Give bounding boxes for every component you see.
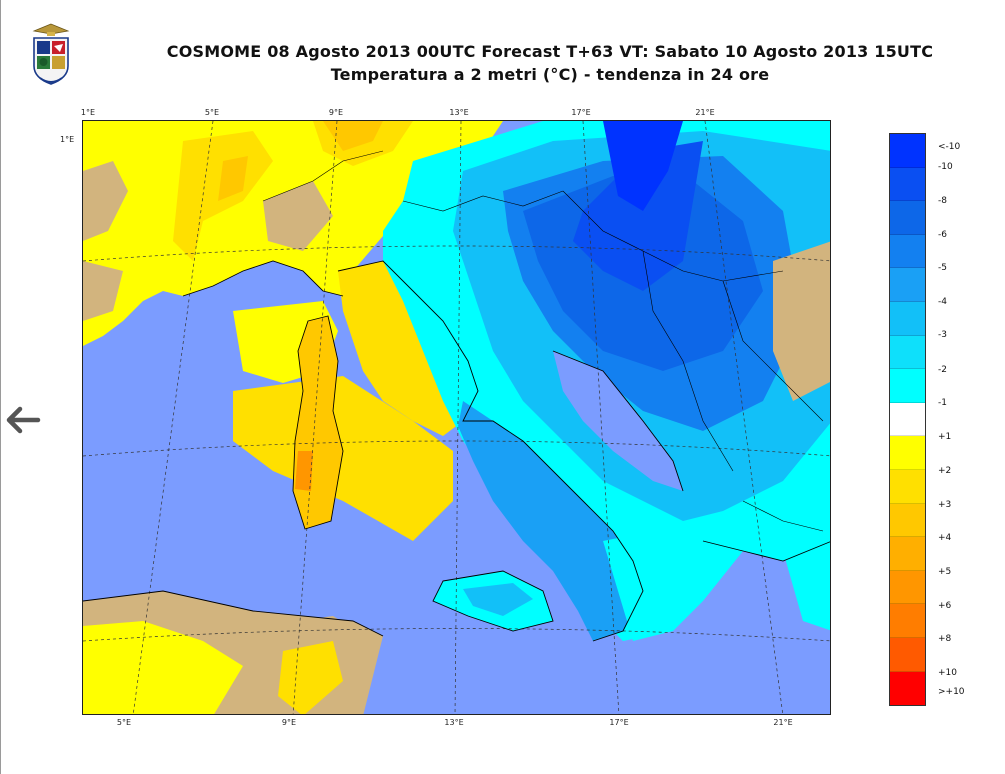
legend-label: +6 xyxy=(938,601,952,611)
legend-swatch xyxy=(890,335,925,370)
left-tick-label: 1°E xyxy=(60,135,75,144)
legend-label: -10 xyxy=(938,162,953,172)
cooling-zone-max xyxy=(603,121,683,211)
balkans-warming-patch xyxy=(773,241,830,401)
arrow-left-icon[interactable] xyxy=(4,404,42,436)
legend-label: -5 xyxy=(938,263,947,273)
land-warming-+2 xyxy=(173,121,413,261)
bottom-tick-label: 13°E xyxy=(444,718,464,727)
legend-label: -4 xyxy=(938,297,947,307)
legend-label: +2 xyxy=(938,466,952,476)
adriatic-sea-cyan xyxy=(553,351,683,491)
graticule xyxy=(83,121,830,714)
temperature-trend-map xyxy=(82,120,831,715)
map-title: COSMOME 08 Agosto 2013 00UTC Forecast T+… xyxy=(166,42,934,61)
legend-label: -8 xyxy=(938,196,947,206)
legend-swatch xyxy=(890,134,925,168)
legend-label: +10 xyxy=(938,668,957,678)
legend-label: -3 xyxy=(938,330,947,340)
coastlines xyxy=(83,260,830,642)
italy-boot-cooling xyxy=(458,401,643,641)
legend-swatch xyxy=(890,268,925,302)
aeronautica-militare-emblem-icon xyxy=(32,23,70,85)
legend-label: +8 xyxy=(938,634,952,644)
legend-swatch xyxy=(890,436,925,470)
ionian-warming-cyan xyxy=(603,531,683,641)
legend-label: +1 xyxy=(938,432,952,442)
sardinia-hotspot xyxy=(295,451,313,491)
legend-label: +5 xyxy=(938,567,952,577)
legend-swatch xyxy=(890,301,925,336)
legend-label: +3 xyxy=(938,500,952,510)
north-africa-warming xyxy=(83,621,243,714)
top-tick-label: 13°E xyxy=(449,108,469,117)
bottom-tick-label: 21°E xyxy=(773,718,793,727)
legend-swatch xyxy=(890,469,925,504)
top-tick-label: 1°E xyxy=(80,108,96,117)
legend-swatch xyxy=(890,637,925,672)
land-warming-+3 xyxy=(218,121,383,201)
bottom-tick-label: 17°E xyxy=(609,718,629,727)
top-tick-label: 17°E xyxy=(571,108,591,117)
legend-swatch xyxy=(890,402,925,437)
legend-label: -2 xyxy=(938,365,947,375)
legend-label: <-10 xyxy=(938,142,961,152)
legend-swatch xyxy=(890,234,925,269)
legend-label: >+10 xyxy=(938,687,965,697)
legend-swatch xyxy=(890,604,925,638)
bottom-tick-label: 5°E xyxy=(116,718,132,727)
legend-label: -1 xyxy=(938,398,947,408)
legend-swatch xyxy=(890,570,925,605)
legend-swatch xyxy=(890,201,925,235)
page-left-border xyxy=(0,0,1,774)
top-tick-label: 21°E xyxy=(695,108,715,117)
legend-label: -6 xyxy=(938,230,947,240)
legend-swatch xyxy=(890,537,925,571)
top-tick-label: 9°E xyxy=(328,108,344,117)
sicily-inland xyxy=(463,583,533,616)
bottom-tick-label: 9°E xyxy=(281,718,297,727)
sea-warming xyxy=(233,376,453,541)
map-canvas xyxy=(83,121,830,714)
national-borders xyxy=(262,150,824,532)
color-legend xyxy=(889,133,926,707)
map-subtitle: Temperatura a 2 metri (°C) - tendenza in… xyxy=(330,65,770,84)
legend-swatch xyxy=(890,503,925,538)
cooling-zone-8 xyxy=(573,141,703,291)
legend-swatch xyxy=(890,671,925,706)
legend-swatch xyxy=(890,167,925,202)
top-tick-label: 5°E xyxy=(204,108,220,117)
legend-swatch xyxy=(890,369,925,403)
legend-label: +4 xyxy=(938,533,952,543)
